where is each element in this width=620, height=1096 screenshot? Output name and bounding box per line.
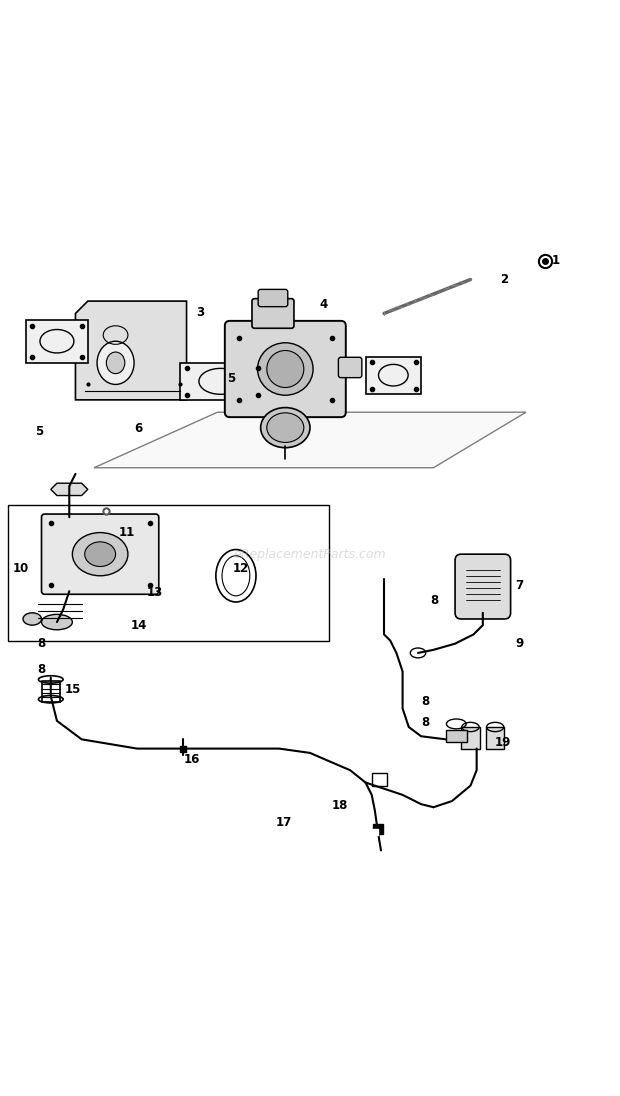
Text: 7: 7 (515, 579, 523, 592)
Text: 14: 14 (131, 618, 148, 631)
Polygon shape (94, 412, 526, 468)
Text: 8: 8 (37, 637, 45, 650)
FancyBboxPatch shape (225, 321, 346, 418)
Text: 9: 9 (515, 637, 523, 650)
Polygon shape (42, 681, 60, 703)
Polygon shape (180, 363, 260, 400)
Text: 11: 11 (118, 526, 135, 539)
Polygon shape (446, 730, 467, 742)
Ellipse shape (42, 615, 73, 630)
Text: 19: 19 (495, 735, 512, 749)
FancyBboxPatch shape (252, 298, 294, 329)
Text: 2: 2 (500, 273, 508, 286)
Ellipse shape (85, 541, 115, 567)
Text: 8: 8 (430, 594, 438, 607)
Ellipse shape (97, 341, 134, 385)
Text: 18: 18 (332, 799, 348, 812)
FancyBboxPatch shape (339, 357, 362, 378)
Ellipse shape (106, 352, 125, 374)
Text: 8: 8 (37, 663, 45, 676)
Polygon shape (51, 483, 88, 495)
Ellipse shape (267, 351, 304, 388)
Text: 16: 16 (184, 753, 200, 766)
Text: 5: 5 (227, 372, 235, 385)
Text: 3: 3 (196, 306, 204, 319)
Ellipse shape (257, 343, 313, 396)
Text: eReplacementParts.com: eReplacementParts.com (234, 548, 386, 561)
Ellipse shape (267, 413, 304, 443)
Text: 13: 13 (146, 586, 162, 598)
Ellipse shape (260, 408, 310, 447)
Ellipse shape (73, 533, 128, 575)
Text: 8: 8 (421, 716, 429, 729)
Polygon shape (461, 727, 480, 749)
Text: 17: 17 (276, 817, 292, 830)
Text: 6: 6 (134, 422, 143, 435)
FancyBboxPatch shape (258, 289, 288, 307)
Text: 12: 12 (233, 562, 249, 575)
Text: 5: 5 (35, 425, 43, 438)
Text: 10: 10 (12, 562, 29, 575)
Polygon shape (26, 320, 88, 363)
Text: 8: 8 (421, 695, 429, 708)
FancyBboxPatch shape (455, 555, 511, 619)
Polygon shape (486, 727, 505, 749)
Text: 1: 1 (551, 254, 559, 267)
Ellipse shape (23, 613, 42, 625)
Polygon shape (76, 301, 187, 400)
FancyBboxPatch shape (42, 514, 159, 594)
Bar (7, 505, 329, 640)
Text: 4: 4 (319, 298, 327, 310)
Polygon shape (366, 356, 421, 393)
Text: 15: 15 (65, 684, 81, 696)
